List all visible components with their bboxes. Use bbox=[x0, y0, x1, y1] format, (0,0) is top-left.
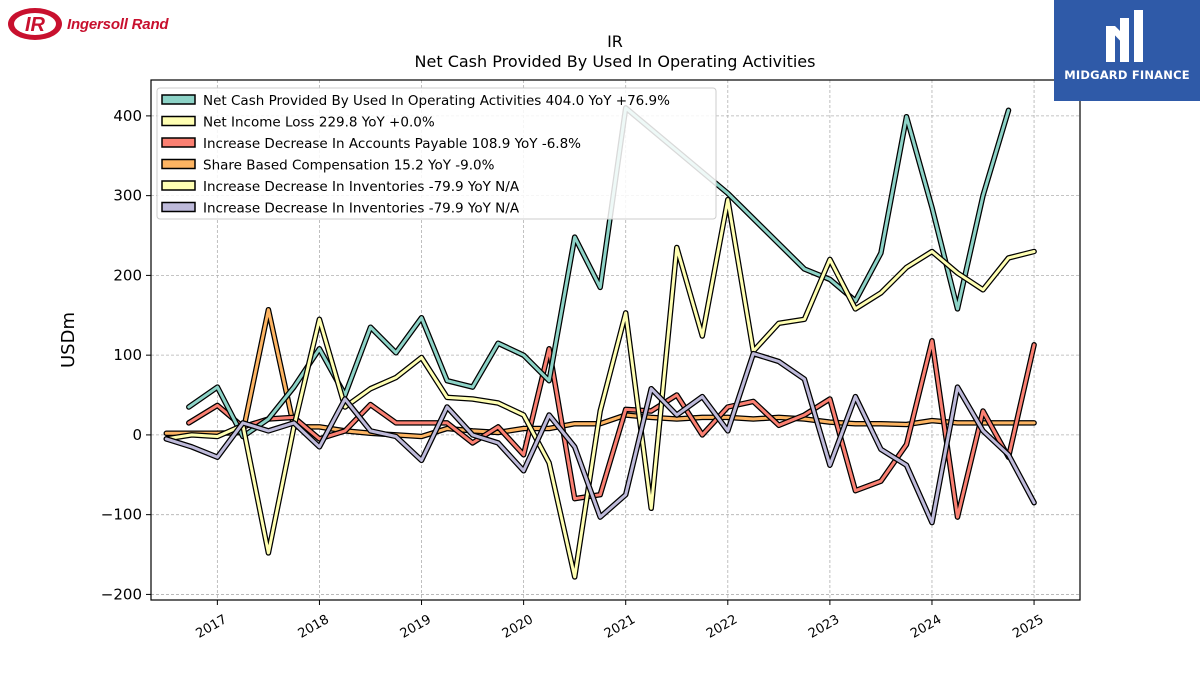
x-tick-label: 2025 bbox=[1010, 612, 1046, 642]
x-tick-label: 2023 bbox=[806, 612, 842, 642]
y-tick-label: 0 bbox=[132, 426, 142, 444]
ingersoll-rand-wordmark: Ingersoll Rand bbox=[67, 15, 169, 33]
series-line-5 bbox=[163, 350, 1037, 526]
y-tick-label: 300 bbox=[113, 187, 142, 205]
x-tick-label: 2017 bbox=[194, 612, 230, 642]
series-line bbox=[187, 339, 1036, 519]
ir-mark-text: IR bbox=[25, 14, 46, 36]
legend-swatch bbox=[161, 115, 196, 127]
chart-title: IR bbox=[607, 32, 623, 51]
series-line-2 bbox=[186, 338, 1037, 520]
legend-swatch bbox=[161, 158, 196, 170]
legend-swatch bbox=[161, 94, 196, 105]
legend-label: Share Based Compensation 15.2 YoY -9.0% bbox=[203, 158, 495, 174]
midgard-finance-logo: MIDGARD FINANCE bbox=[1054, 0, 1200, 101]
y-tick-label: −100 bbox=[101, 506, 142, 524]
x-tick-label: 2018 bbox=[296, 612, 332, 642]
ingersoll-rand-logo: IR Ingersoll Rand bbox=[6, 6, 169, 42]
legend-label: Net Cash Provided By Used In Operating A… bbox=[203, 93, 670, 109]
legend-swatch bbox=[161, 180, 196, 191]
x-tick-label: 2020 bbox=[500, 612, 536, 642]
y-axis-label: USDm bbox=[58, 312, 79, 368]
legend-label: Increase Decrease In Accounts Payable 10… bbox=[203, 136, 581, 152]
legend-swatch bbox=[161, 201, 196, 213]
chart-subtitle: Net Cash Provided By Used In Operating A… bbox=[415, 52, 816, 71]
series-layer bbox=[163, 105, 1037, 580]
legend-label: Increase Decrease In Inventories -79.9 Y… bbox=[203, 179, 520, 195]
ir-mark-icon: IR bbox=[8, 8, 62, 40]
y-tick-label: 200 bbox=[113, 266, 142, 284]
y-tick-label: 100 bbox=[113, 346, 142, 364]
legend: Net Cash Provided By Used In Operating A… bbox=[156, 87, 717, 220]
series-line-1 bbox=[163, 196, 1037, 580]
x-tick-label: 2022 bbox=[704, 612, 740, 642]
x-tick-label: 2019 bbox=[398, 612, 434, 642]
y-tick-label: −200 bbox=[101, 585, 142, 603]
legend-box bbox=[156, 87, 717, 220]
legend-label: Increase Decrease In Inventories -79.9 Y… bbox=[203, 201, 520, 217]
series-line bbox=[164, 198, 1036, 579]
legend-swatch bbox=[161, 137, 196, 148]
x-tick-label: 2024 bbox=[908, 612, 944, 642]
x-tick-label: 2021 bbox=[602, 612, 638, 642]
legend-label: Net Income Loss 229.8 YoY +0.0% bbox=[203, 115, 435, 131]
series-outline bbox=[163, 196, 1037, 580]
plot-frame bbox=[150, 79, 1081, 601]
midgard-mark-icon bbox=[1106, 10, 1143, 62]
midgard-finance-wordmark: MIDGARD FINANCE bbox=[1064, 68, 1190, 82]
series-line bbox=[164, 352, 1036, 525]
y-tick-label: 400 bbox=[113, 107, 142, 125]
